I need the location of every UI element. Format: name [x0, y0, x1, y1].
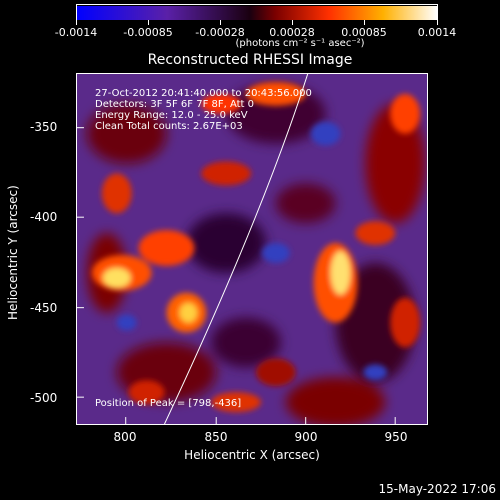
colorbar-tick-label: 0.00028 [269, 26, 315, 39]
y-tick-label: -350 [30, 120, 58, 134]
colorbar-tick-label: -0.00028 [195, 26, 245, 39]
x-axis-label: Heliocentric X (arcsec) [184, 448, 320, 462]
x-tick-label: 950 [384, 430, 408, 444]
info-peak: Position of Peak = [798,-436] [95, 398, 242, 409]
rhessi-image: 27-Oct-2012 20:41:40.000 to 20:43:56.000… [76, 73, 428, 425]
timestamp: 15-May-2022 17:06 [378, 482, 496, 496]
y-tick-label: -450 [30, 301, 58, 315]
colorbar-tick-label: 0.00085 [341, 26, 387, 39]
colorbar [76, 4, 438, 20]
x-tick-label: 850 [204, 430, 228, 444]
colorbar-tick-label: -0.0014 [54, 26, 98, 39]
colorbar-unit: (photons cm⁻² s⁻¹ asec⁻²) [235, 38, 365, 49]
info-detectors: Detectors: 3F 5F 6F 7F 8F, Att 0 [95, 99, 255, 110]
y-tick-label: -500 [30, 391, 58, 405]
info-energy: Energy Range: 12.0 - 25.0 keV [95, 110, 248, 121]
info-clean: Clean Total counts: 2.67E+03 [95, 121, 243, 132]
colorbar-tick-label: -0.00085 [123, 26, 173, 39]
x-tick-label: 900 [294, 430, 318, 444]
y-tick-label: -400 [30, 210, 58, 224]
x-tick-label: 800 [113, 430, 137, 444]
y-axis-label: Heliocentric Y (arcsec) [6, 185, 20, 320]
colorbar-tick-label: 0.0014 [417, 26, 457, 39]
plot-title: Reconstructed RHESSI Image [147, 52, 353, 68]
info-time: 27-Oct-2012 20:41:40.000 to 20:43:56.000 [95, 88, 312, 99]
